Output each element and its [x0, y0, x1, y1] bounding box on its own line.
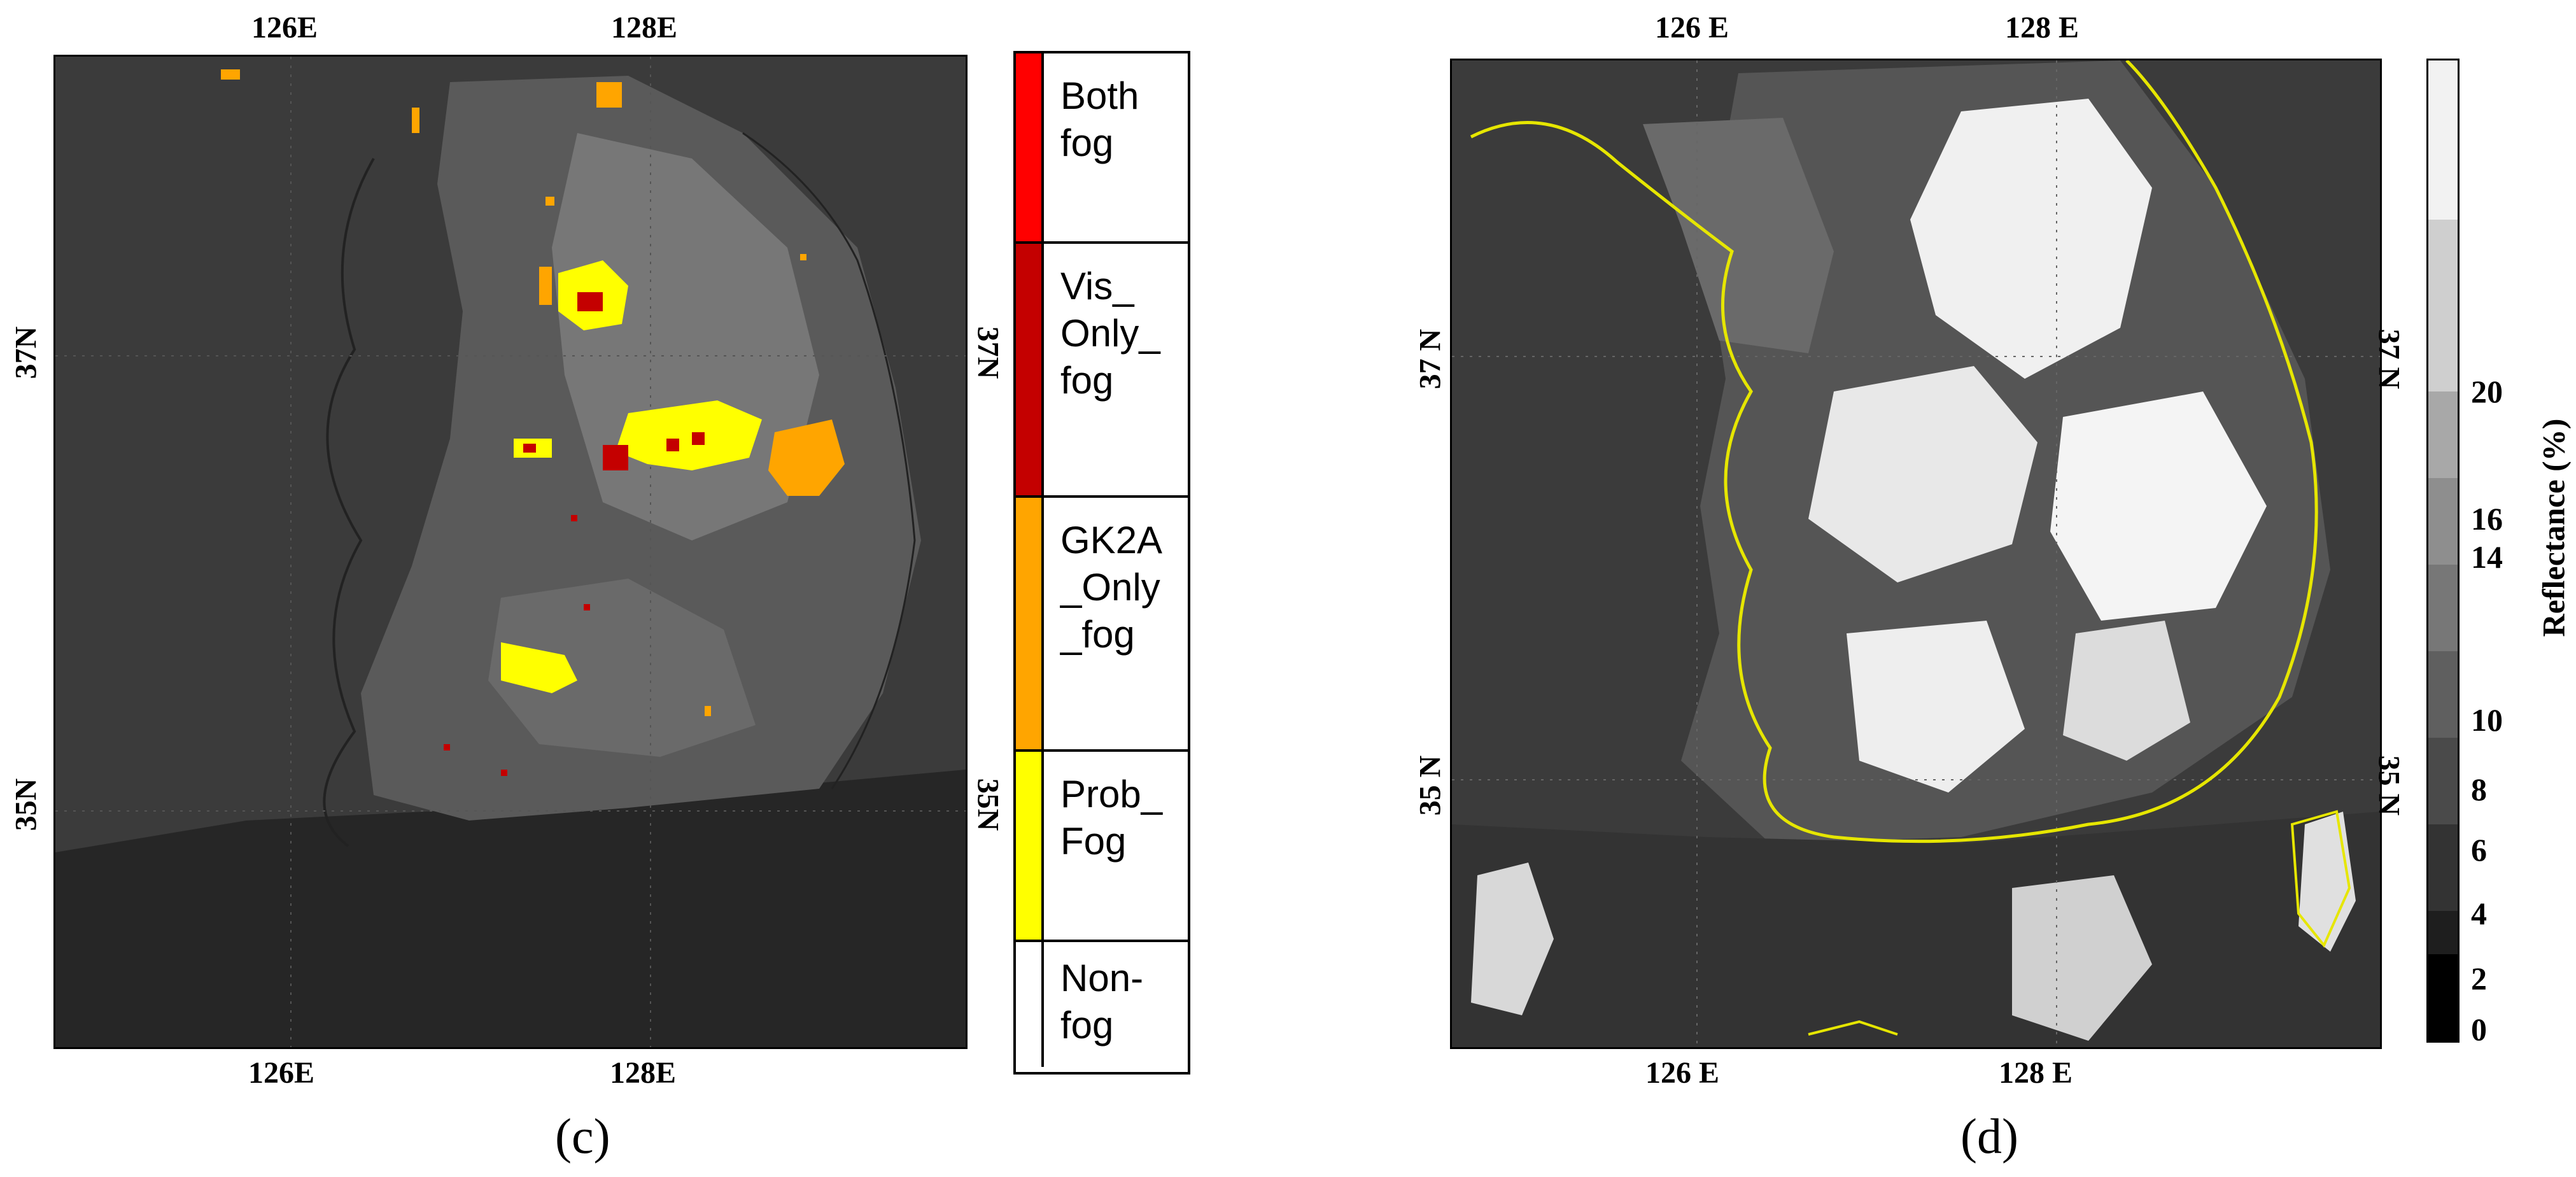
- panel-d-right-tick-37: 37 N: [2372, 328, 2406, 390]
- legend-label-vis-only-fog: Vis_ Only_ fog: [1060, 265, 1160, 402]
- colorbar-seg-8: [2428, 220, 2458, 391]
- legend-label-prob-fog: Prob_ Fog: [1060, 773, 1163, 863]
- colorbar-tick-10: 10: [2471, 702, 2503, 738]
- reflectance-map-d: [1450, 59, 2382, 1049]
- panel-d-label: (d): [1960, 1108, 2018, 1164]
- legend-label-non-fog: Non- fog: [1060, 957, 1144, 1047]
- fog-map-c: [53, 55, 968, 1049]
- panel-c-top-tick-128: 128E: [611, 11, 678, 45]
- colorbar-tick-2: 2: [2471, 961, 2487, 996]
- panel-c-bottom-tick-128: 128E: [610, 1056, 677, 1090]
- colorbar-seg-6: [2428, 478, 2458, 565]
- colorbar-seg-4: [2428, 651, 2458, 738]
- legend-row-vis-only-fog: Vis_ Only_ fog: [1016, 244, 1188, 498]
- colorbar-seg-3: [2428, 738, 2458, 824]
- colorbar-tick-6: 6: [2471, 832, 2487, 868]
- panel-d-left-tick-35: 35 N: [1413, 755, 1447, 816]
- colorbar-tick-20: 20: [2471, 374, 2503, 409]
- fog-map-c-image: [55, 57, 966, 1047]
- legend-label-both-fog: Both fog: [1060, 74, 1139, 164]
- colorbar-title: Reflectance (%): [2535, 418, 2572, 637]
- legend-row-prob-fog: Prob_ Fog: [1016, 752, 1188, 942]
- colorbar-tick-8: 8: [2471, 772, 2487, 807]
- panel-d-right-tick-35: 35 N: [2372, 755, 2406, 816]
- legend-row-both-fog: Both fog: [1016, 53, 1188, 244]
- colorbar-tick-14: 14: [2471, 539, 2503, 575]
- panel-c-label: (c): [555, 1108, 610, 1164]
- colorbar-seg-5: [2428, 565, 2458, 651]
- colorbar-seg-2: [2428, 824, 2458, 911]
- panel-c-right-tick-37: 37N: [971, 326, 1005, 379]
- colorbar-seg-0: [2428, 954, 2458, 1041]
- colorbar-tick-4: 4: [2471, 896, 2487, 931]
- reflectance-colorbar: [2426, 59, 2460, 1043]
- panel-d-top-tick-126: 126 E: [1655, 11, 1729, 45]
- panel-d-bottom-tick-126: 126 E: [1645, 1056, 1720, 1090]
- colorbar-seg-1: [2428, 911, 2458, 954]
- panel-c-top-tick-126: 126E: [251, 11, 318, 45]
- panel-c-bottom-tick-126: 126E: [248, 1056, 315, 1090]
- legend-swatch-both-fog: [1016, 53, 1044, 241]
- legend-row-non-fog: Non- fog: [1016, 942, 1188, 1067]
- colorbar-seg-9: [2428, 60, 2458, 220]
- colorbar-tick-0: 0: [2471, 1011, 2487, 1047]
- legend-swatch-gk2a-only-fog: [1016, 498, 1044, 749]
- fog-legend: Both fog Vis_ Only_ fog GK2A _Only _fog …: [1013, 51, 1190, 1075]
- legend-swatch-prob-fog: [1016, 752, 1044, 940]
- legend-swatch-non-fog: [1016, 942, 1044, 1067]
- colorbar-seg-7: [2428, 391, 2458, 478]
- legend-swatch-vis-only-fog: [1016, 244, 1044, 495]
- legend-label-gk2a-only-fog: GK2A _Only _fog: [1060, 519, 1163, 656]
- reflectance-map-d-image: [1452, 60, 2380, 1047]
- panel-c-left-tick-37: 37N: [9, 326, 43, 379]
- colorbar-tick-16: 16: [2471, 501, 2503, 537]
- legend-row-gk2a-only-fog: GK2A _Only _fog: [1016, 498, 1188, 752]
- panel-d-bottom-tick-128: 128 E: [1999, 1056, 2073, 1090]
- panel-c-left-tick-35: 35N: [9, 778, 43, 831]
- panel-d-left-tick-37: 37 N: [1413, 328, 1447, 390]
- panel-c-right-tick-35: 35N: [971, 778, 1005, 831]
- panel-d-top-tick-128: 128 E: [2005, 11, 2080, 45]
